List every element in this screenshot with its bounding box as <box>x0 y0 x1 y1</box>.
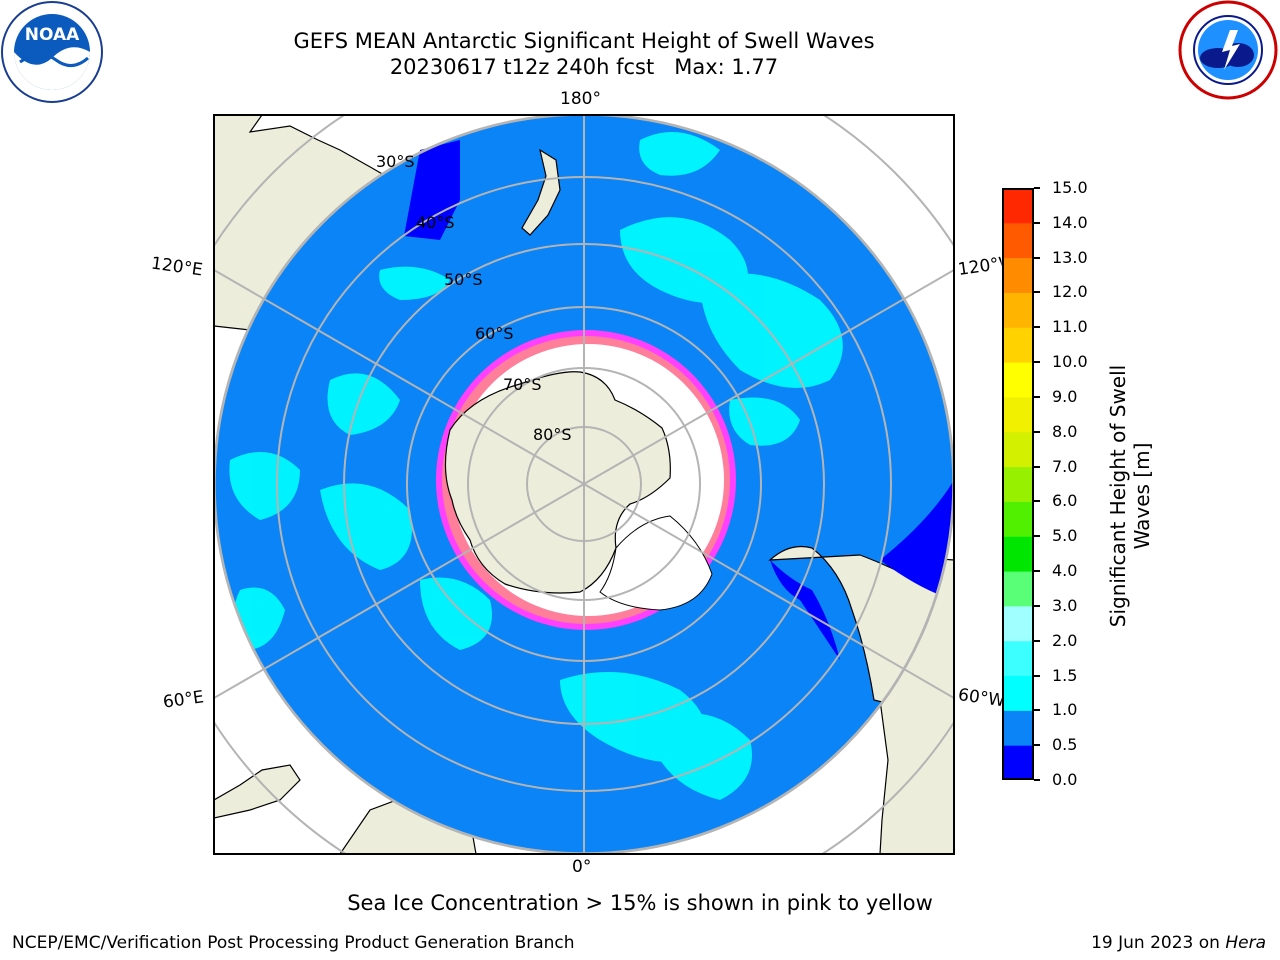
colorbar-tick <box>1034 570 1040 573</box>
colorbar-tick-label: 3.0 <box>1052 595 1078 615</box>
antarctica <box>444 371 671 594</box>
colorbar-svg <box>1002 188 1034 780</box>
colorbar-segment <box>1002 501 1034 537</box>
lon-label-120w: 120°W <box>956 254 1004 280</box>
colorbar-tick <box>1034 221 1040 224</box>
colorbar-tick-label: 12.0 <box>1052 282 1088 302</box>
colorbar-segment <box>1002 362 1034 398</box>
colorbar-segment <box>1002 188 1034 224</box>
colorbar-tick-label: 1.5 <box>1052 665 1078 685</box>
colorbar-segment <box>1002 536 1034 572</box>
colorbar-tick <box>1034 535 1040 538</box>
lon-label-180: 180° <box>560 89 601 109</box>
colorbar-tick-label: 0.5 <box>1052 735 1078 755</box>
colorbar-border <box>1002 188 1034 780</box>
colorbar-segment <box>1002 710 1034 746</box>
lon-label-0: 0° <box>572 857 592 877</box>
lat-label-40s: 40°S <box>416 213 455 232</box>
colorbar-tick-label: 15.0 <box>1052 178 1088 197</box>
colorbar-tick-label: 9.0 <box>1052 386 1078 406</box>
colorbar-title-line2: Waves [m] <box>1130 442 1154 550</box>
colorbar-tick <box>1034 500 1040 503</box>
credit-text: NCEP/EMC/Verification Post Processing Pr… <box>12 933 575 953</box>
colorbar-tick-label: 11.0 <box>1052 317 1088 337</box>
noaa-logo: NOAA <box>0 0 104 104</box>
colorbar-tick <box>1034 465 1040 468</box>
colorbar-tick-label: 7.0 <box>1052 456 1078 476</box>
map-frame <box>213 114 955 855</box>
map-svg <box>213 114 955 855</box>
colorbar-segment <box>1002 396 1034 433</box>
lon-label-60e: 60°E <box>161 687 206 713</box>
colorbar-segment <box>1002 745 1034 780</box>
colorbar-tick <box>1034 639 1040 642</box>
colorbar-title-line1: Significant Height of Swell <box>1106 364 1130 628</box>
nws-logo <box>1178 0 1278 100</box>
dark-blue-swell-east <box>880 480 953 600</box>
date-stamp: 19 Jun 2023 on Hera <box>1091 933 1266 953</box>
svg-text:NOAA: NOAA <box>25 25 80 45</box>
colorbar-tick <box>1034 779 1040 781</box>
chart-title: GEFS MEAN Antarctic Significant Height o… <box>293 29 875 53</box>
lon-label-60w: 60°W <box>956 685 1004 711</box>
colorbar-segment <box>1002 675 1034 711</box>
colorbar-tick-label: 1.0 <box>1052 700 1078 720</box>
date-text: 19 Jun 2023 on <box>1091 933 1226 953</box>
colorbar-tick <box>1034 361 1040 364</box>
colorbar-tick <box>1034 430 1040 433</box>
swell-1-1p5m <box>229 132 843 800</box>
colorbar <box>1002 188 1034 780</box>
lat-label-70s: 70°S <box>503 375 542 394</box>
dark-blue-swell-patagonia <box>770 560 840 660</box>
sea-ice-note: Sea Ice Concentration > 15% is shown in … <box>347 891 933 915</box>
colorbar-segment <box>1002 605 1034 642</box>
colorbar-segment <box>1002 292 1034 328</box>
chart-subtitle: 20230617 t12z 240h fcst Max: 1.77 <box>389 55 779 79</box>
colorbar-tick-label: 4.0 <box>1052 561 1078 581</box>
colorbar-tick <box>1034 674 1040 677</box>
colorbar-tick-label: 10.0 <box>1052 352 1088 372</box>
colorbar-segment <box>1002 571 1034 607</box>
colorbar-tick <box>1034 326 1040 329</box>
colorbar-tick <box>1034 604 1040 607</box>
lon-label-120e: 120°E <box>149 253 204 281</box>
colorbar-tick-label: 8.0 <box>1052 421 1078 441</box>
colorbar-tick <box>1034 395 1040 398</box>
lat-label-80s: 80°S <box>533 425 572 444</box>
colorbar-tick-label: 2.0 <box>1052 630 1078 650</box>
polar-map <box>213 114 955 855</box>
lat-label-30s: 30°S <box>376 152 415 171</box>
colorbar-tick <box>1034 744 1040 747</box>
colorbar-tick-label: 14.0 <box>1052 212 1088 232</box>
weddell-sea <box>599 515 713 611</box>
colorbar-segment <box>1002 327 1034 363</box>
colorbar-segment <box>1002 222 1034 259</box>
colorbar-tick <box>1034 709 1040 712</box>
colorbar-tick <box>1034 256 1040 259</box>
colorbar-segment <box>1002 257 1034 293</box>
colorbar-tick-label: 0.0 <box>1052 770 1078 789</box>
new-zealand <box>521 148 561 236</box>
lat-label-50s: 50°S <box>444 270 483 289</box>
colorbar-tick <box>1034 187 1040 189</box>
colorbar-tick <box>1034 291 1040 294</box>
colorbar-tick-label: 5.0 <box>1052 526 1078 546</box>
colorbar-segment <box>1002 640 1034 677</box>
graticule <box>214 115 954 854</box>
colorbar-tick-label: 6.0 <box>1052 491 1078 511</box>
dark-blue-swell-aus <box>404 140 460 240</box>
colorbar-tick-label: 13.0 <box>1052 247 1088 267</box>
machine-name: Hera <box>1225 933 1266 953</box>
lat-label-60s: 60°S <box>475 324 514 343</box>
colorbar-segment <box>1002 466 1034 502</box>
colorbar-title: Significant Height of Swell Waves [m] <box>1106 356 1154 636</box>
colorbar-segment <box>1002 431 1034 468</box>
